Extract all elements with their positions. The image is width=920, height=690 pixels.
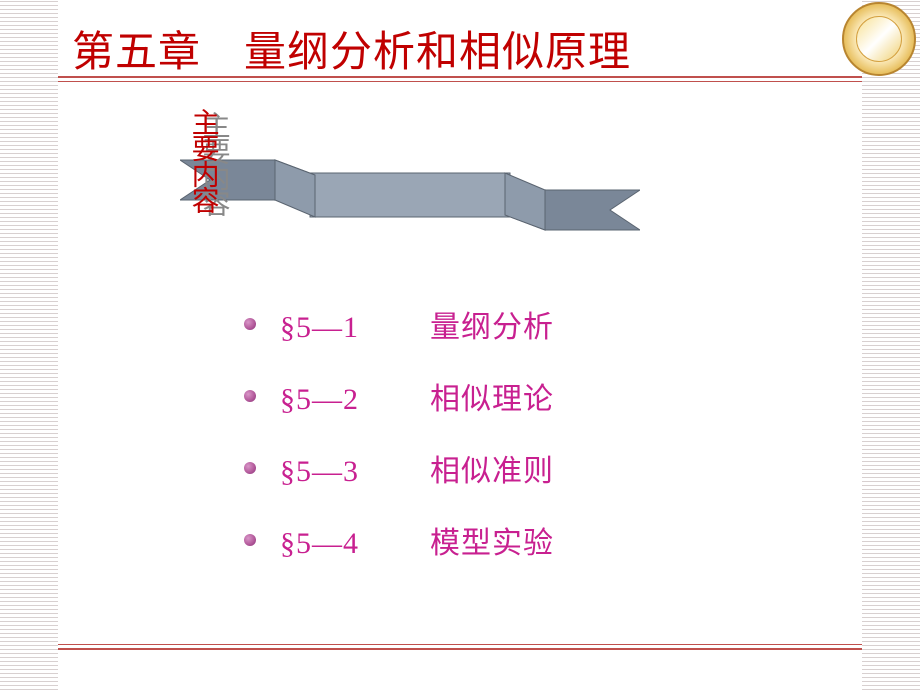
bottom-line-thick [58,648,862,650]
chapter-title: 第五章 量纲分析和相似原理 [72,18,631,79]
toc-text: §5—3相似准则 [280,446,554,490]
table-of-contents: §5—1量纲分析 §5—2相似理论 §5—3相似准则 §5—4模型实验 [244,302,554,590]
bullet-icon [244,390,256,402]
bullet-icon [244,534,256,546]
subtitle-label: 主要内容 [186,108,220,212]
toc-item: §5—2相似理论 [244,374,554,418]
toc-text: §5—2相似理论 [280,374,554,418]
toc-item: §5—4模型实验 [244,518,554,562]
toc-item: §5—1量纲分析 [244,302,554,346]
bullet-icon [244,318,256,330]
bullet-icon [244,462,256,474]
bottom-line-thin [58,644,862,645]
ribbon-banner [180,145,640,255]
title-underline-thin [58,81,862,82]
institution-logo [842,2,916,76]
toc-text: §5—4模型实验 [280,518,554,562]
toc-item: §5—3相似准则 [244,446,554,490]
toc-text: §5—1量纲分析 [280,302,554,346]
title-underline-thick [58,76,862,78]
